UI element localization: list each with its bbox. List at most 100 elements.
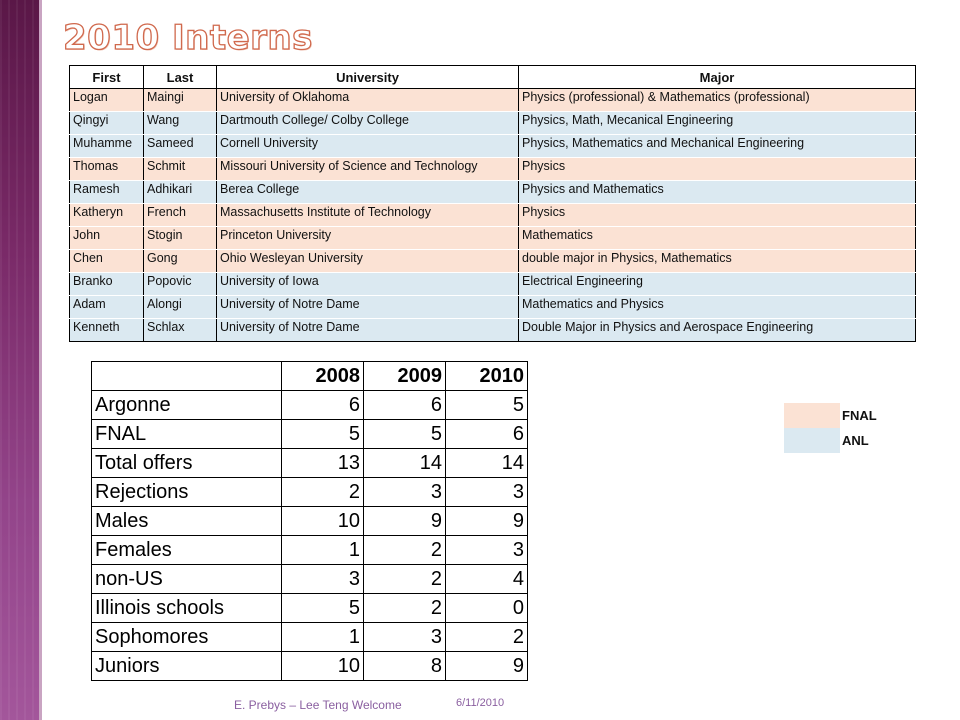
intern-first-name: Qingyi	[69, 111, 144, 135]
intern-first-name: Chen	[69, 249, 144, 273]
stats-header-year: 2009	[363, 361, 446, 391]
stats-value: 2	[363, 535, 446, 565]
intern-row: Qingyi Wang Dartmouth College/ Colby Colle…	[69, 111, 916, 135]
intern-last-name: Gong	[143, 249, 217, 273]
intern-last-name: Stogin	[143, 226, 217, 250]
header-last: Last	[143, 65, 217, 89]
intern-last-name: Schmit	[143, 157, 217, 181]
intern-last-name: Sameed	[143, 134, 217, 158]
stats-value: 8	[363, 651, 446, 681]
intern-major: Physics, Mathematics and Mechanical Engi…	[518, 134, 916, 158]
stats-row: Total offers 13 14 14	[91, 448, 528, 478]
intern-row: Branko Popovic University of Iowa Electrica…	[69, 272, 916, 296]
intern-last-name: Maingi	[143, 88, 217, 112]
stats-header-year: 2008	[281, 361, 364, 391]
intern-row: Muhamme Sameed Cornell University Physics, …	[69, 134, 916, 158]
intern-row: John Stogin Princeton University Mathematic…	[69, 226, 916, 250]
stats-row: Males 10 9 9	[91, 506, 528, 536]
stats-row-label: Rejections	[91, 477, 282, 507]
intern-row: Logan Maingi University of Oklahoma Physics…	[69, 88, 916, 112]
legend-item-anl: ANL	[784, 428, 877, 453]
stats-value: 9	[363, 506, 446, 536]
stats-value: 3	[445, 477, 528, 507]
slide-title: 2010 Interns	[62, 17, 313, 58]
stats-value: 4	[445, 564, 528, 594]
stats-value: 10	[281, 506, 364, 536]
footer-date: 6/11/2010	[456, 697, 505, 709]
stats-value: 5	[281, 419, 364, 449]
intern-university: Massachusetts Institute of Technology	[216, 203, 519, 227]
intern-first-name: Muhamme	[69, 134, 144, 158]
stats-header-blank	[91, 361, 282, 391]
intern-first-name: Kenneth	[69, 318, 144, 342]
intern-first-name: Katheryn	[69, 203, 144, 227]
interns-body: Logan Maingi University of Oklahoma Physics…	[69, 88, 916, 342]
stats-value: 6	[445, 419, 528, 449]
stats-row: Argonne 6 6 5	[91, 390, 528, 420]
intern-major: Physics	[518, 203, 916, 227]
interns-table: First Last University Major Logan Maingi U…	[69, 65, 916, 342]
stats-body: Argonne 6 6 5 FNAL 5 5 6 Total offers 13 14 14 Rejec…	[91, 390, 528, 681]
intern-university: Missouri University of Science and Techn…	[216, 157, 519, 181]
stats-row-label: Illinois schools	[91, 593, 282, 623]
intern-first-name: Ramesh	[69, 180, 144, 204]
stats-row: Rejections 2 3 3	[91, 477, 528, 507]
intern-first-name: Adam	[69, 295, 144, 319]
stats-value: 14	[445, 448, 528, 478]
intern-last-name: Adhikari	[143, 180, 217, 204]
stats-value: 6	[281, 390, 364, 420]
stats-value: 1	[281, 622, 364, 652]
intern-row: Adam Alongi University of Notre Dame Mathem…	[69, 295, 916, 319]
stats-row-label: FNAL	[91, 419, 282, 449]
legend-swatch-anl	[784, 428, 840, 453]
stats-row: FNAL 5 5 6	[91, 419, 528, 449]
stats-row-label: Argonne	[91, 390, 282, 420]
interns-header-row: First Last University Major	[69, 65, 916, 89]
intern-row: Thomas Schmit Missouri University of Scien…	[69, 157, 916, 181]
intern-university: University of Notre Dame	[216, 295, 519, 319]
intern-first-name: Logan	[69, 88, 144, 112]
stats-header-row: 2008 2009 2010	[91, 361, 528, 391]
stats-value: 9	[445, 651, 528, 681]
stats-value: 2	[363, 593, 446, 623]
intern-university: Dartmouth College/ Colby College	[216, 111, 519, 135]
legend-label-fnal: FNAL	[842, 408, 877, 423]
intern-row: Ramesh Adhikari Berea College Physics and M…	[69, 180, 916, 204]
intern-major: Physics, Math, Mecanical Engineering	[518, 111, 916, 135]
intern-major: Double Major in Physics and Aerospace En…	[518, 318, 916, 342]
stats-row: Females 1 2 3	[91, 535, 528, 565]
stats-row-label: non-US	[91, 564, 282, 594]
stats-header-year: 2010	[445, 361, 528, 391]
stats-value: 2	[445, 622, 528, 652]
intern-last-name: French	[143, 203, 217, 227]
stats-row: Juniors 10 8 9	[91, 651, 528, 681]
intern-major: Physics and Mathematics	[518, 180, 916, 204]
stats-row: non-US 3 2 4	[91, 564, 528, 594]
intern-first-name: Branko	[69, 272, 144, 296]
legend-swatch-fnal	[784, 403, 840, 428]
intern-last-name: Schlax	[143, 318, 217, 342]
stats-row: Sophomores 1 3 2	[91, 622, 528, 652]
stats-value: 6	[363, 390, 446, 420]
intern-university: Cornell University	[216, 134, 519, 158]
intern-university: Berea College	[216, 180, 519, 204]
stats-value: 13	[281, 448, 364, 478]
intern-first-name: Thomas	[69, 157, 144, 181]
intern-university: University of Notre Dame	[216, 318, 519, 342]
header-major: Major	[518, 65, 916, 89]
stats-row-label: Sophomores	[91, 622, 282, 652]
side-band-pattern	[0, 0, 42, 720]
stats-value: 2	[281, 477, 364, 507]
footer-author: E. Prebys – Lee Teng Welcome	[234, 698, 402, 712]
legend-item-fnal: FNAL	[784, 403, 877, 428]
intern-university: University of Iowa	[216, 272, 519, 296]
stats-row-label: Females	[91, 535, 282, 565]
intern-university: University of Oklahoma	[216, 88, 519, 112]
stats-value: 0	[445, 593, 528, 623]
intern-university: Ohio Wesleyan University	[216, 249, 519, 273]
stats-value: 3	[363, 477, 446, 507]
intern-last-name: Wang	[143, 111, 217, 135]
intern-university: Princeton University	[216, 226, 519, 250]
stats-value: 14	[363, 448, 446, 478]
intern-row: Chen Gong Ohio Wesleyan University double m…	[69, 249, 916, 273]
